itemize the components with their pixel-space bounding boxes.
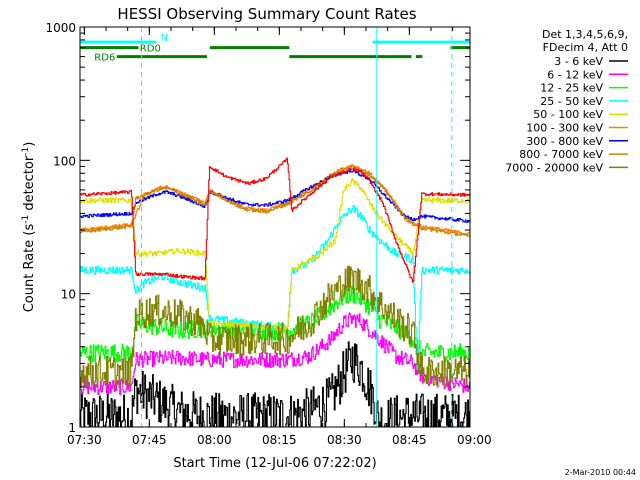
series-line — [79, 265, 470, 389]
series-line — [79, 157, 470, 283]
series-line — [79, 312, 470, 396]
y-tick-label: 1000 — [45, 21, 76, 35]
legend-label: 100 - 300 keV — [526, 122, 603, 135]
plot-area — [79, 27, 470, 428]
x-tick-label: 07:30 — [67, 433, 102, 447]
x-tick-label: 08:45 — [392, 433, 427, 447]
y-tick-label: 10 — [61, 288, 76, 302]
x-tick-label: 08:30 — [327, 433, 362, 447]
attenuator-markers — [141, 27, 453, 427]
y-axis-ticks: 1 10 100 1000 — [45, 21, 470, 435]
legend-label: 25 - 50 keV — [540, 95, 603, 108]
series-line — [79, 204, 470, 370]
series-line — [79, 178, 470, 332]
y-axis-label: Count Rate (s-1 detector-1) — [21, 142, 37, 313]
y-tick-label: 1 — [68, 421, 76, 435]
chart-title: HESSI Observing Summary Count Rates — [117, 5, 416, 23]
legend-label: 300 - 800 keV — [526, 135, 603, 148]
x-tick-label: 08:15 — [262, 433, 297, 447]
legend-label: 800 - 7000 keV — [519, 148, 603, 161]
legend-header-line: Det 1,3,4,5,6,9, — [542, 28, 628, 41]
x-tick-label: 09:00 — [457, 433, 492, 447]
legend: Det 1,3,4,5,6,9, FDecim 4, Att 0 3 - 6 k… — [505, 28, 628, 174]
x-axis-label: Start Time (12-Jul-06 07:22:02) — [173, 456, 376, 471]
y-axis-label-sup: -1 — [21, 215, 31, 224]
footer-timestamp: 2-Mar-2010 00:44 — [565, 468, 636, 477]
attenuator-bars — [80, 40, 470, 59]
flag-label: RD0 — [140, 44, 161, 55]
series-layer — [79, 157, 470, 428]
y-axis-label-part: ) — [22, 142, 37, 147]
flag-label: RD6 — [94, 53, 115, 64]
flag-label: N — [161, 33, 168, 44]
x-tick-label: 07:45 — [132, 433, 167, 447]
legend-label: 3 - 6 keV — [554, 55, 603, 68]
series-line — [79, 164, 470, 237]
legend-label: 12 - 25 keV — [540, 82, 603, 95]
legend-label: 50 - 100 keV — [533, 108, 603, 121]
series-line — [79, 169, 470, 223]
y-axis-label-sup: -1 — [21, 147, 31, 156]
y-axis-label-part: Count Rate (s — [22, 224, 37, 313]
plot-frame — [79, 26, 471, 428]
legend-label: 6 - 12 keV — [547, 68, 603, 81]
x-tick-label: 08:00 — [197, 433, 232, 447]
legend-label: 7000 - 20000 keV — [505, 161, 603, 174]
legend-header-line: FDecim 4, Att 0 — [543, 41, 628, 54]
y-axis-label-part: detector — [22, 155, 37, 215]
x-axis-ticks: 07:30 07:45 08:00 08:15 08:30 08:45 09:00 — [67, 27, 492, 447]
y-tick-label: 100 — [53, 154, 76, 168]
